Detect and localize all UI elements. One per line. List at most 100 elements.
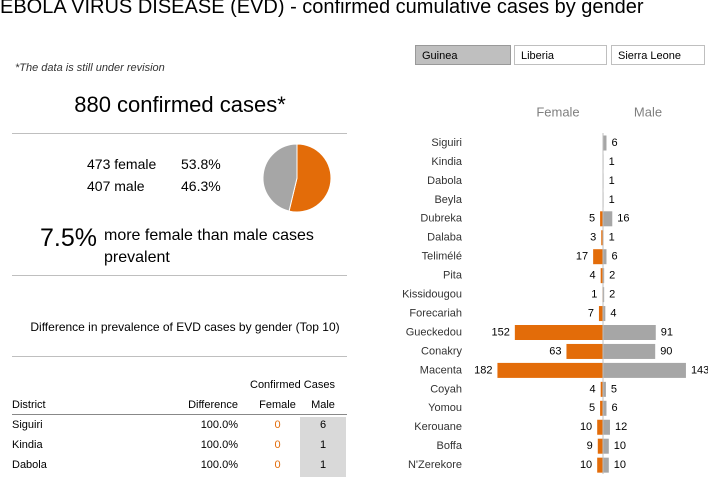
data-label: 90 (660, 345, 672, 357)
column-header: Male (311, 399, 335, 411)
difference: 7.5% (40, 224, 97, 252)
female-count: 473 female (87, 156, 157, 172)
bar (600, 268, 603, 284)
category-label: Macenta (420, 364, 463, 376)
data-label: 1 (609, 156, 615, 168)
pie-slice (262, 143, 298, 212)
column-header: District (12, 399, 46, 411)
category-label: Kerouane (414, 421, 462, 433)
category-label: Siguiri (431, 137, 462, 149)
bar (597, 419, 603, 435)
data-label: 1 (609, 232, 615, 244)
category-label: Boffa (437, 440, 463, 452)
data-label: 5 (589, 213, 595, 225)
category-label: Beyla (434, 194, 462, 206)
female-cell: 0 (274, 439, 281, 451)
bar (600, 381, 603, 397)
bar (600, 400, 603, 416)
bar (603, 438, 609, 454)
female-share: 53.8% (181, 156, 221, 172)
category-label: Dalaba (427, 232, 463, 244)
male-count: 407 male (87, 178, 145, 194)
divider (12, 414, 347, 415)
data-label: 91 (661, 326, 673, 338)
column-header: Difference (188, 399, 238, 411)
data-label: 3 (590, 232, 596, 244)
bar (603, 400, 607, 416)
data-label: 4 (590, 270, 596, 282)
category-label: Dabola (427, 175, 463, 187)
legend-label: Male (634, 104, 662, 119)
bar (603, 211, 613, 227)
bar (597, 457, 603, 473)
category-label: Forecariah (409, 307, 462, 319)
data-label: 6 (611, 402, 617, 414)
title: EBOLA VIRUS DISEASE (EVD) - confirmed cu… (0, 0, 644, 18)
data-label: 10 (614, 459, 626, 471)
bar (603, 135, 607, 151)
category-label: Kissidougou (402, 289, 462, 301)
category-label: Coyah (430, 383, 462, 395)
bar (514, 325, 603, 340)
data-label: 1 (609, 194, 615, 206)
tab[interactable]: Liberia (514, 45, 607, 65)
bar (598, 306, 603, 322)
data-label: 63 (549, 345, 561, 357)
bar (603, 343, 656, 359)
divider (12, 356, 347, 357)
category-label: Pita (443, 270, 463, 282)
district: Dabola (12, 459, 47, 471)
district: Siguiri (12, 419, 43, 431)
male-column-bg (300, 417, 346, 477)
data-label: 4 (590, 383, 596, 395)
category-label: Telimélé (422, 251, 462, 263)
bar (603, 419, 610, 435)
male-cell: 1 (319, 459, 327, 471)
data-label: 17 (576, 251, 588, 263)
bar (597, 438, 603, 454)
data-label: 2 (609, 270, 615, 282)
data-label: 152 (491, 326, 509, 338)
difference-text: more female than male cases prevalent (104, 227, 314, 266)
pie-slice (288, 143, 332, 213)
data-label: 9 (587, 440, 593, 452)
bar (593, 249, 603, 265)
data-label: 1 (609, 175, 615, 187)
female-cell: 0 (274, 459, 281, 471)
difference: 100.0% (200, 419, 238, 431)
group-header: Confirmed Cases (250, 379, 335, 391)
male-cell: 1 (319, 439, 327, 451)
bar (603, 249, 607, 265)
tab[interactable]: Guinea (415, 45, 511, 65)
data-label: 10 (580, 421, 592, 433)
legend-label: Female (536, 104, 579, 119)
tab[interactable]: Sierra Leone (611, 45, 705, 65)
bar (601, 230, 603, 246)
data-label: 10 (614, 440, 626, 452)
difference: 100.0% (200, 439, 238, 451)
data-label: 1 (591, 289, 597, 301)
category-label: Dubreka (420, 213, 462, 225)
data-label: 143 (691, 364, 708, 376)
bar (603, 362, 686, 378)
bar (603, 381, 606, 397)
data-label: 12 (615, 421, 627, 433)
column-header: Female (259, 399, 296, 411)
data-label: 182 (474, 364, 492, 376)
data-label: 5 (611, 383, 617, 395)
data-label: 7 (588, 307, 594, 319)
bar (603, 268, 605, 284)
data-label: 10 (580, 459, 592, 471)
male-share: 46.3% (181, 178, 221, 194)
table-title: Difference in prevalence of EVD cases by… (30, 320, 340, 334)
bar (603, 287, 605, 303)
category-label: N'Zerekore (408, 459, 462, 471)
data-label: 4 (610, 307, 616, 319)
data-label: 5 (589, 402, 595, 414)
bar (603, 325, 656, 340)
divider (12, 133, 347, 134)
female-cell: 0 (274, 419, 281, 431)
bar (600, 211, 603, 227)
